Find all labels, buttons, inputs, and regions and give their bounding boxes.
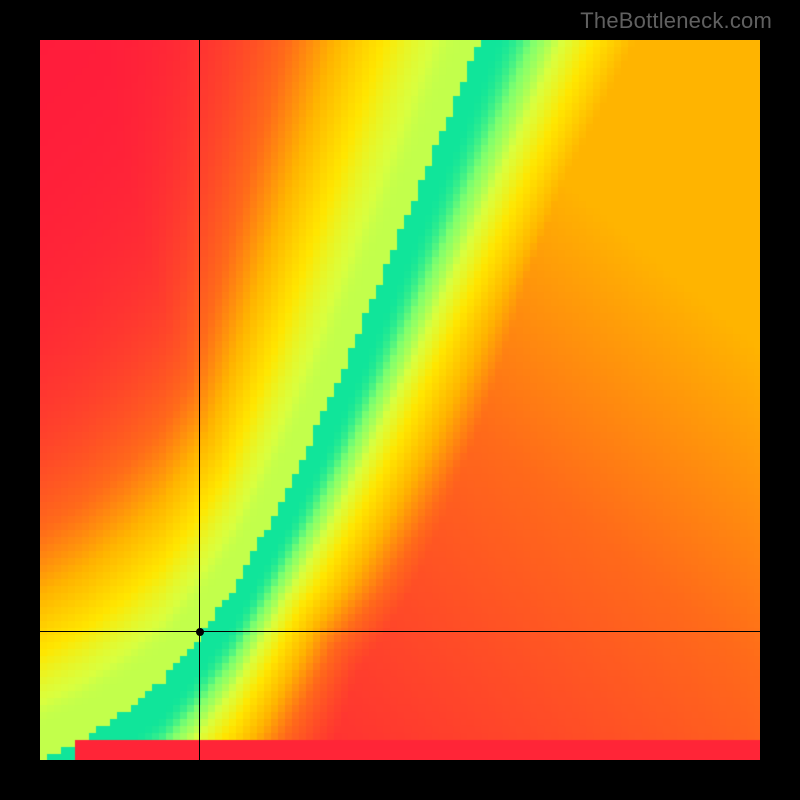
heatmap-canvas [40,40,760,760]
crosshair-horizontal [40,631,760,632]
figure-root: TheBottleneck.com [0,0,800,800]
watermark-text: TheBottleneck.com [580,8,772,34]
crosshair-marker [196,628,204,636]
plot-area [40,40,760,760]
crosshair-vertical [199,40,200,760]
